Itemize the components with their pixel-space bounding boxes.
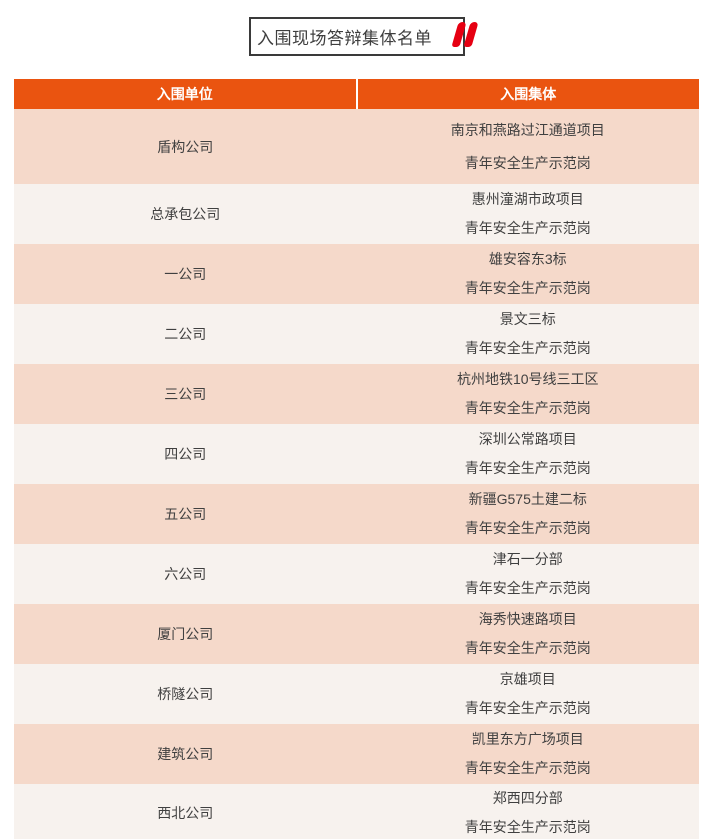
unit-cell: 盾构公司 [14,109,357,184]
collective-award: 青年安全生产示范岗 [464,280,591,296]
unit-name: 六公司 [164,566,207,582]
table-row: 厦门公司 海秀快速路项目 青年安全生产示范岗 [14,604,699,664]
collective-cell: 杭州地铁10号线三工区 青年安全生产示范岗 [357,364,700,424]
collective-project: 雄安容东3标 [488,251,567,267]
collective-project: 深圳公常路项目 [478,431,577,447]
collective-award: 青年安全生产示范岗 [464,580,591,596]
collective-project: 郑西四分部 [492,790,563,806]
unit-name: 西北公司 [157,805,214,821]
collective-award: 青年安全生产示范岗 [464,760,591,776]
collective-cell: 郑西四分部 青年安全生产示范岗 [357,784,700,839]
collective-award: 青年安全生产示范岗 [464,400,591,416]
collective-project: 南京和燕路过江通道项目 [450,121,605,138]
table-row: 建筑公司 凯里东方广场项目 青年安全生产示范岗 [14,724,699,784]
collective-cell: 新疆G575土建二标 青年安全生产示范岗 [357,484,700,544]
unit-cell: 总承包公司 [14,184,357,244]
collective-cell: 景文三标 青年安全生产示范岗 [357,304,700,364]
unit-cell: 五公司 [14,484,357,544]
unit-cell: 桥隧公司 [14,664,357,724]
collective-cell: 雄安容东3标 青年安全生产示范岗 [357,244,700,304]
page-title: 入围现场答辩集体名单 [257,29,432,48]
unit-cell: 建筑公司 [14,724,357,784]
unit-name: 桥隧公司 [157,686,214,702]
table-header: 入围单位 入围集体 [14,79,699,109]
collective-cell: 凯里东方广场项目 青年安全生产示范岗 [357,724,700,784]
table-row: 三公司 杭州地铁10号线三工区 青年安全生产示范岗 [14,364,699,424]
table-row: 盾构公司 南京和燕路过江通道项目 青年安全生产示范岗 [14,109,699,184]
collective-award: 青年安全生产示范岗 [464,220,591,236]
unit-name: 厦门公司 [157,626,214,642]
table-row: 桥隧公司 京雄项目 青年安全生产示范岗 [14,664,699,724]
unit-name: 一公司 [164,266,207,282]
collective-award: 青年安全生产示范岗 [464,819,591,835]
unit-cell: 三公司 [14,364,357,424]
unit-cell: 二公司 [14,304,357,364]
table-row: 一公司 雄安容东3标 青年安全生产示范岗 [14,244,699,304]
collective-cell: 深圳公常路项目 青年安全生产示范岗 [357,424,700,484]
unit-name: 总承包公司 [150,206,221,222]
collective-cell: 南京和燕路过江通道项目 青年安全生产示范岗 [357,109,700,184]
header-cell-unit: 入围单位 [14,79,358,109]
collective-award: 青年安全生产示范岗 [464,520,591,536]
table-row: 西北公司 郑西四分部 青年安全生产示范岗 [14,784,699,839]
unit-cell: 四公司 [14,424,357,484]
collective-cell: 惠州潼湖市政项目 青年安全生产示范岗 [357,184,700,244]
unit-cell: 西北公司 [14,784,357,839]
collective-project: 惠州潼湖市政项目 [471,191,584,207]
unit-name: 三公司 [164,386,207,402]
table-body: 盾构公司 南京和燕路过江通道项目 青年安全生产示范岗 总承包公司 惠州潼湖市政项… [14,109,699,839]
table-row: 总承包公司 惠州潼湖市政项目 青年安全生产示范岗 [14,184,699,244]
unit-cell: 厦门公司 [14,604,357,664]
unit-name: 建筑公司 [157,746,214,762]
shortlist-table: 入围单位 入围集体 盾构公司 南京和燕路过江通道项目 青年安全生产示范岗 总承包… [14,79,699,839]
collective-cell: 海秀快速路项目 青年安全生产示范岗 [357,604,700,664]
collective-project: 海秀快速路项目 [478,611,577,627]
unit-name: 盾构公司 [157,138,214,155]
collective-cell: 京雄项目 青年安全生产示范岗 [357,664,700,724]
table-row: 五公司 新疆G575土建二标 青年安全生产示范岗 [14,484,699,544]
collective-award: 青年安全生产示范岗 [464,460,591,476]
title-box: 入围现场答辩集体名单 [248,17,479,56]
collective-award: 青年安全生产示范岗 [464,640,591,656]
double-quote-icon [450,22,479,47]
table-row: 四公司 深圳公常路项目 青年安全生产示范岗 [14,424,699,484]
header-cell-collective: 入围集体 [500,86,557,102]
unit-name: 二公司 [164,326,207,342]
collective-cell: 津石一分部 青年安全生产示范岗 [357,544,700,604]
collective-project: 凯里东方广场项目 [471,731,584,747]
table-row: 二公司 景文三标 青年安全生产示范岗 [14,304,699,364]
collective-award: 青年安全生产示范岗 [464,154,591,171]
collective-project: 杭州地铁10号线三工区 [456,371,599,387]
collective-project: 景文三标 [499,311,556,327]
collective-project: 新疆G575土建二标 [468,491,587,507]
collective-project: 京雄项目 [499,671,556,687]
collective-project: 津石一分部 [492,551,563,567]
unit-cell: 一公司 [14,244,357,304]
collective-award: 青年安全生产示范岗 [464,700,591,716]
table-row: 六公司 津石一分部 青年安全生产示范岗 [14,544,699,604]
unit-name: 四公司 [164,446,207,462]
unit-name: 五公司 [164,506,207,522]
collective-award: 青年安全生产示范岗 [464,340,591,356]
unit-cell: 六公司 [14,544,357,604]
